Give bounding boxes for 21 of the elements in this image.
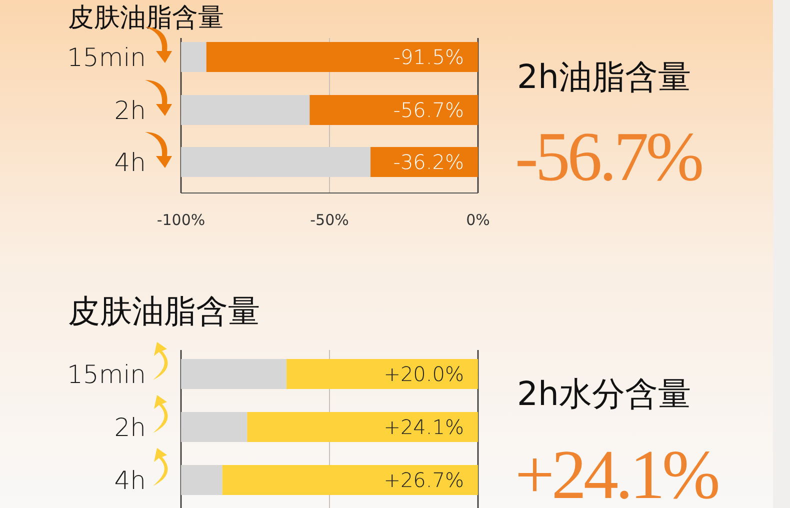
y-tick-label: 4h — [114, 466, 146, 495]
text: -56.7% — [515, 119, 702, 196]
data-label: -36.2% — [393, 150, 464, 174]
y-tick-label: 2h — [114, 413, 146, 442]
y-tick-label: 15min — [67, 360, 146, 389]
y-tick-label: 15min — [67, 43, 146, 72]
data-label: +24.1% — [384, 415, 464, 439]
x-tick-label: 0% — [466, 211, 490, 229]
data-label: +26.7% — [384, 468, 464, 492]
text: +24.1% — [515, 437, 718, 508]
y-tick-label: 4h — [114, 148, 146, 177]
data-label: -91.5% — [393, 45, 464, 69]
text: 2h油脂含量 — [517, 57, 691, 96]
x-tick-label: -100% — [156, 211, 206, 229]
y-tick-label: 2h — [114, 96, 146, 125]
text: 2h水分含量 — [517, 374, 691, 413]
x-tick-label: -50% — [310, 211, 349, 229]
data-label: -56.7% — [393, 98, 464, 122]
chart-title: 皮肤油脂含量 — [68, 3, 224, 33]
chart-title: 皮肤油脂含量 — [68, 292, 260, 330]
data-label: +20.0% — [384, 362, 464, 386]
